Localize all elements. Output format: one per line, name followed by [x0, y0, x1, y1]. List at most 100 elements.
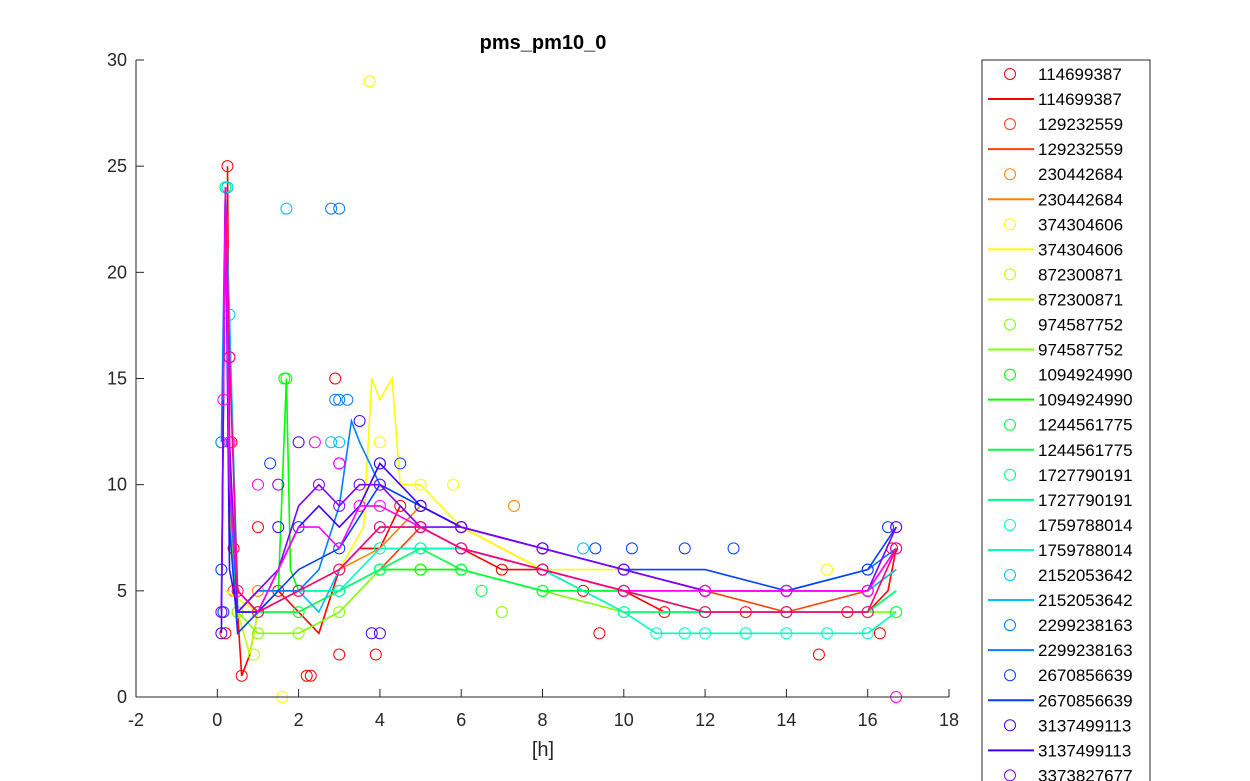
x-axis-label: [h]	[532, 739, 554, 761]
data-point	[353, 414, 366, 427]
data-point	[780, 606, 793, 619]
data-point	[325, 202, 338, 215]
legend-label: 1727790191	[1038, 491, 1133, 510]
legend-marker	[1004, 268, 1016, 281]
data-point	[333, 499, 346, 512]
data-point	[333, 457, 346, 470]
legend-label: 3137499113	[1038, 716, 1131, 735]
legend-label: 2299238163	[1038, 616, 1133, 635]
data-point	[251, 627, 264, 640]
data-point	[373, 542, 386, 555]
data-point	[625, 542, 638, 555]
data-point	[414, 563, 427, 576]
data-point	[373, 563, 386, 576]
data-point	[475, 584, 488, 597]
data-point	[495, 606, 508, 619]
legend-marker	[1004, 619, 1016, 632]
legend-label: 2670856639	[1038, 666, 1133, 685]
series-line	[220, 187, 897, 636]
legend-label: 2152053642	[1038, 591, 1133, 610]
data-point	[699, 584, 712, 597]
data-point	[536, 542, 549, 555]
data-point	[223, 351, 236, 364]
legend-label: 374304606	[1038, 240, 1123, 259]
data-point	[890, 521, 903, 534]
y-tick-label: 10	[107, 475, 127, 495]
data-point	[678, 627, 691, 640]
x-tick-label: 16	[858, 710, 878, 730]
x-tick-label: 4	[375, 710, 385, 730]
legend-label: 1094924990	[1038, 391, 1133, 410]
data-point	[231, 584, 244, 597]
data-point	[812, 648, 825, 661]
data-point	[333, 606, 346, 619]
data-point	[890, 606, 903, 619]
data-point	[223, 436, 236, 449]
data-point	[536, 584, 549, 597]
data-point	[333, 563, 346, 576]
data-point	[861, 606, 874, 619]
data-point	[333, 584, 346, 597]
data-point	[215, 436, 228, 449]
data-point	[221, 181, 234, 194]
data-point	[353, 499, 366, 512]
legend-marker	[1004, 318, 1016, 331]
x-tick-label: 18	[939, 710, 959, 730]
data-point	[890, 542, 903, 555]
data-point	[821, 563, 834, 576]
legend-label: 1759788014	[1038, 541, 1133, 560]
legend-marker	[1004, 468, 1016, 481]
legend-label: 2152053642	[1038, 566, 1133, 585]
legend-marker	[1004, 518, 1016, 531]
data-point	[780, 584, 793, 597]
data-point	[251, 478, 264, 491]
legend-marker	[1004, 669, 1016, 682]
legend-marker	[1004, 418, 1016, 431]
data-point	[333, 436, 346, 449]
data-point	[617, 606, 630, 619]
chart-title: pms_pm10_0	[480, 32, 607, 54]
data-point	[373, 499, 386, 512]
data-point	[272, 478, 285, 491]
data-point	[373, 521, 386, 534]
data-point	[292, 436, 305, 449]
data-point	[235, 669, 248, 682]
data-point	[699, 627, 712, 640]
x-tick-label: 0	[212, 710, 222, 730]
legend-label: 114699387	[1038, 90, 1122, 109]
data-point	[414, 499, 427, 512]
legend-label: 3137499113	[1038, 741, 1131, 760]
data-point	[861, 563, 874, 576]
data-point	[292, 627, 305, 640]
data-point	[373, 457, 386, 470]
legend-label: 1244561775	[1038, 416, 1133, 435]
data-point	[577, 542, 590, 555]
data-point	[699, 606, 712, 619]
data-point	[215, 627, 228, 640]
data-point	[414, 521, 427, 534]
legend-label: 1094924990	[1038, 366, 1133, 385]
data-point	[780, 627, 793, 640]
data-point	[617, 584, 630, 597]
data-point	[394, 499, 407, 512]
x-tick-label: 8	[537, 710, 547, 730]
data-point	[280, 202, 293, 215]
series-line	[224, 187, 897, 614]
data-point	[727, 542, 740, 555]
data-point	[280, 372, 293, 385]
data-point	[394, 457, 407, 470]
data-point	[247, 648, 260, 661]
data-point	[341, 393, 354, 406]
legend-marker	[1004, 719, 1016, 732]
y-tick-label: 20	[107, 262, 127, 282]
legend-label: 872300871	[1038, 265, 1123, 284]
legend-label: 1727790191	[1038, 466, 1133, 485]
data-point	[873, 627, 886, 640]
y-tick-label: 0	[117, 687, 127, 707]
legend-label: 974587752	[1038, 341, 1123, 360]
x-tick-label: 6	[456, 710, 466, 730]
data-point	[308, 436, 321, 449]
legend-label: 1244561775	[1038, 441, 1133, 460]
data-point	[414, 542, 427, 555]
